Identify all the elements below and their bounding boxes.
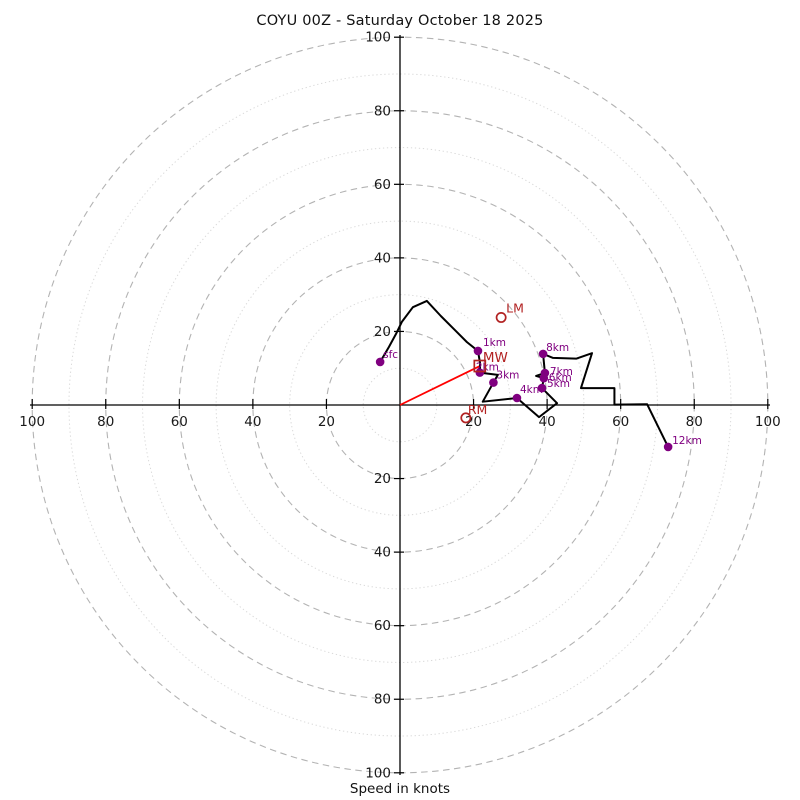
height-marker-label-8km: 8km — [546, 342, 569, 354]
mean-wind-line — [399, 365, 481, 406]
axis-tick-label: 100 — [365, 765, 391, 781]
axis-tick-label: 60 — [171, 414, 188, 430]
storm-motion-label-LM: LM — [506, 300, 524, 315]
height-marker-label-2km: 2km — [476, 362, 499, 374]
storm-motion-marker-MW — [473, 359, 487, 373]
axis-tick-label: 60 — [612, 414, 629, 430]
height-marker-dot-8km — [538, 349, 548, 359]
height-marker-dot-sfc — [375, 357, 385, 367]
height-marker-label-1km: 1km — [483, 337, 506, 349]
height-marker-dot-2km — [475, 368, 485, 377]
height-marker-label-4km: 4km — [520, 384, 543, 396]
axis-tick-label: 80 — [686, 414, 703, 430]
height-marker-dot-4km — [512, 393, 522, 403]
storm-motion-label-RM: RM — [468, 402, 487, 417]
axis-tick-label: 20 — [374, 471, 391, 487]
axis-tick-label: 20 — [374, 324, 391, 340]
height-marker-dot-3km — [489, 378, 498, 387]
axis-tick-label: 100 — [19, 414, 45, 430]
axis-tick-label: 20 — [318, 414, 335, 430]
storm-motion-marker-RM — [460, 412, 472, 424]
axis-tick-label: 80 — [374, 692, 391, 708]
height-marker-dot-5km — [537, 383, 547, 393]
height-marker-dot-1km — [473, 346, 483, 356]
chart-title: COYU 00Z - Saturday October 18 2025 — [256, 13, 544, 29]
axis-tick-label: 20 — [465, 414, 482, 430]
axis-tick-label: 60 — [374, 618, 391, 634]
height-marker-label-7km: 7km — [550, 366, 573, 378]
height-marker-label-5km: 5km — [547, 378, 570, 390]
height-marker-dot-7km — [540, 368, 550, 378]
axis-tick-label: 40 — [539, 414, 556, 430]
axis-tick-label: 40 — [374, 545, 391, 561]
height-marker-label-3km: 3km — [496, 370, 519, 382]
x-axis-label: Speed in knots — [349, 781, 451, 797]
height-marker-dot-12km — [663, 442, 673, 452]
axis-tick-label: 40 — [244, 414, 261, 430]
axis-tick-label: 80 — [374, 103, 391, 119]
storm-motion-label-MW: MW — [483, 350, 508, 366]
height-marker-label-12km: 12km — [672, 435, 702, 447]
axis-tick-label: 100 — [755, 414, 781, 430]
axis-tick-label: 40 — [374, 250, 391, 266]
axis-tick-label: 80 — [97, 414, 114, 430]
height-marker-label-6km: 6km — [549, 372, 572, 384]
axis-tick-label: 100 — [365, 30, 391, 46]
axis-tick-label: 60 — [374, 177, 391, 193]
storm-motion-marker-LM — [495, 312, 507, 323]
height-marker-label-sfc: sfc — [383, 349, 398, 361]
